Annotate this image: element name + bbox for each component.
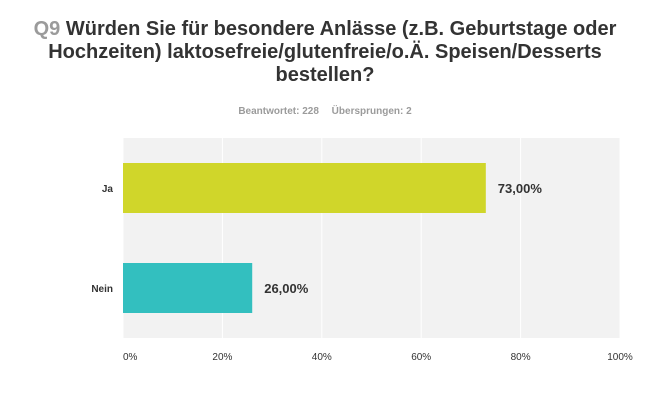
x-tick-label: 20% bbox=[212, 352, 232, 363]
x-tick-label: 40% bbox=[312, 352, 332, 363]
skipped-count: Übersprungen: 2 bbox=[331, 106, 412, 117]
x-tick-label: 0% bbox=[123, 352, 138, 363]
value-label: 26,00% bbox=[264, 281, 309, 296]
response-stats: Beantwortet: 228 Übersprungen: 2 bbox=[0, 106, 650, 117]
x-tick-label: 80% bbox=[511, 352, 531, 363]
bar-nein bbox=[123, 263, 253, 313]
question-number: Q9 bbox=[33, 18, 61, 40]
x-tick-label: 60% bbox=[411, 352, 431, 363]
answered-count: Beantwortet: 228 bbox=[238, 106, 319, 117]
question-title: Q9 Würden Sie für besondere Anlässe (z.B… bbox=[20, 18, 630, 87]
category-label: Nein bbox=[91, 284, 113, 295]
x-axis-ticks: 0% 20% 40% 60% 80% 100% bbox=[123, 352, 633, 363]
bar-ja bbox=[123, 163, 486, 213]
value-labels: 73,00% 26,00% bbox=[264, 181, 542, 296]
category-label: Ja bbox=[102, 184, 114, 195]
x-tick-label: 100% bbox=[607, 352, 633, 363]
bars bbox=[123, 163, 486, 313]
question-text: Würden Sie für besondere Anlässe (z.B. G… bbox=[48, 18, 617, 86]
category-labels: Ja Nein bbox=[91, 184, 113, 295]
value-label: 73,00% bbox=[498, 181, 543, 196]
